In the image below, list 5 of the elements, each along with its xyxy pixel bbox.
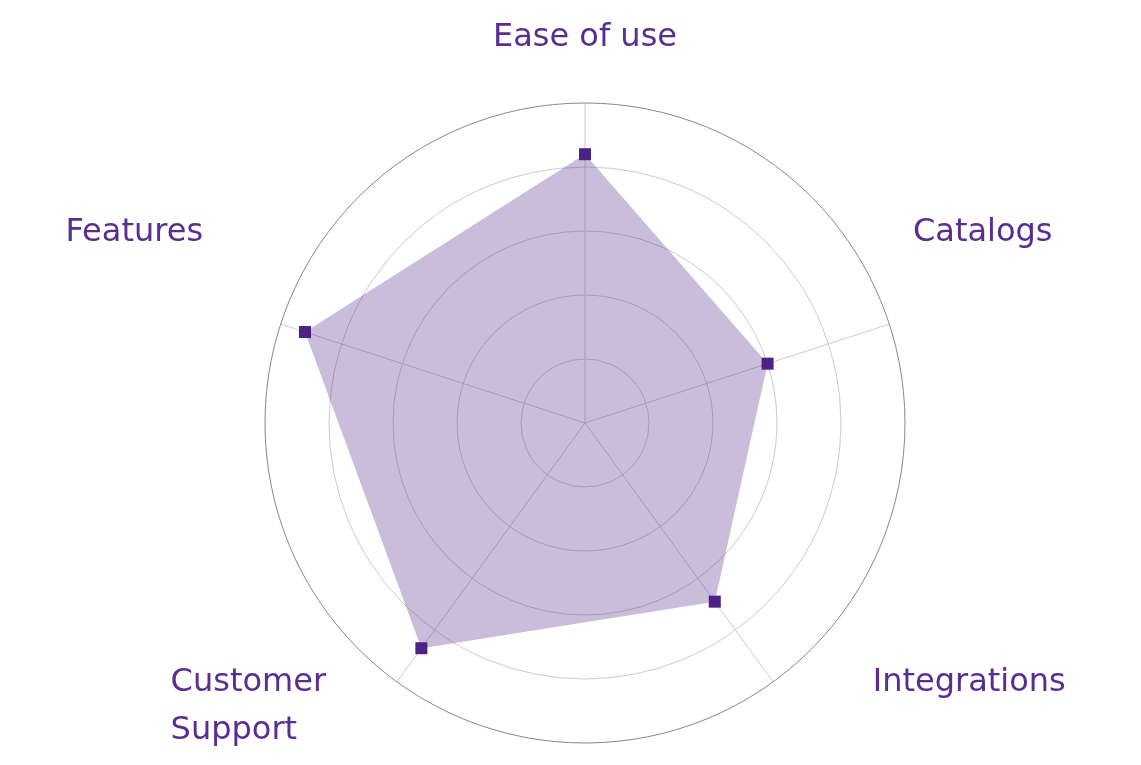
- spoke-label: Integrations: [872, 661, 1066, 700]
- spoke-label: Ease of use: [492, 16, 678, 54]
- spoke-label: Catalogs: [912, 210, 1053, 249]
- spoke-label: Features: [65, 210, 204, 249]
- spoke-label: Customer Support: [170, 661, 327, 748]
